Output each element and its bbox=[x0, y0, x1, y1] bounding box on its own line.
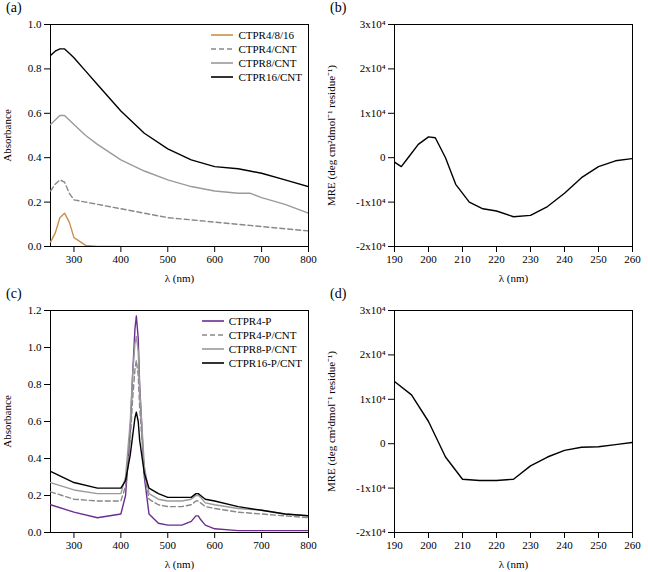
svg-text:800: 800 bbox=[300, 253, 317, 265]
svg-text:0.6: 0.6 bbox=[28, 107, 42, 119]
svg-text:MRE (deg cm²dmol⁻¹ residue⁻¹): MRE (deg cm²dmol⁻¹ residue⁻¹) bbox=[325, 351, 338, 492]
svg-text:300: 300 bbox=[66, 539, 83, 551]
svg-text:MRE (deg cm²dmol⁻¹ residue⁻¹): MRE (deg cm²dmol⁻¹ residue⁻¹) bbox=[325, 65, 338, 206]
html-text:CTPR16/CNT: CTPR16/CNT bbox=[238, 71, 302, 83]
svg-text:210: 210 bbox=[454, 539, 471, 551]
svg-text:500: 500 bbox=[160, 539, 177, 551]
svg-text:Absorbance: Absorbance bbox=[1, 109, 13, 162]
svg-text:240: 240 bbox=[556, 539, 573, 551]
svg-text:λ (nm): λ (nm) bbox=[499, 558, 529, 571]
svg-text:600: 600 bbox=[206, 539, 223, 551]
svg-text:0.8: 0.8 bbox=[28, 62, 42, 74]
svg-text:-1x10⁴: -1x10⁴ bbox=[356, 196, 386, 208]
svg-text:2x10⁴: 2x10⁴ bbox=[360, 348, 386, 360]
svg-text:0.6: 0.6 bbox=[28, 415, 42, 427]
svg-text:0.2: 0.2 bbox=[28, 489, 42, 501]
svg-text:400: 400 bbox=[113, 539, 130, 551]
svg-text:500: 500 bbox=[160, 253, 177, 265]
html-text:CTPR16-P/CNT: CTPR16-P/CNT bbox=[228, 357, 302, 369]
svg-text:λ (nm): λ (nm) bbox=[165, 558, 195, 571]
html-text:(b): (b) bbox=[330, 0, 347, 15]
svg-text:λ (nm): λ (nm) bbox=[165, 272, 195, 285]
html-text:CTPR4-P: CTPR4-P bbox=[228, 315, 272, 327]
svg-text:250: 250 bbox=[590, 253, 607, 265]
svg-text:260: 260 bbox=[624, 253, 641, 265]
svg-text:0.2: 0.2 bbox=[28, 196, 42, 208]
svg-text:260: 260 bbox=[624, 539, 641, 551]
svg-text:210: 210 bbox=[454, 253, 471, 265]
html-text:CTPR4/CNT: CTPR4/CNT bbox=[238, 43, 297, 55]
svg-text:-2x10⁴: -2x10⁴ bbox=[356, 240, 386, 252]
svg-text:220: 220 bbox=[488, 539, 505, 551]
svg-text:-2x10⁴: -2x10⁴ bbox=[356, 526, 386, 538]
svg-text:300: 300 bbox=[66, 253, 83, 265]
svg-text:1.0: 1.0 bbox=[28, 341, 42, 353]
svg-text:1.2: 1.2 bbox=[28, 304, 42, 316]
svg-text:230: 230 bbox=[522, 539, 539, 551]
svg-text:0: 0 bbox=[380, 437, 386, 449]
svg-text:-1x10⁴: -1x10⁴ bbox=[356, 482, 386, 494]
html-text:(a): (a) bbox=[6, 0, 22, 15]
html-text:CTPR8-P/CNT: CTPR8-P/CNT bbox=[228, 343, 297, 355]
svg-text:190: 190 bbox=[386, 253, 403, 265]
html-text:(c): (c) bbox=[6, 286, 22, 301]
svg-text:250: 250 bbox=[590, 539, 607, 551]
html-text:CTPR8/CNT: CTPR8/CNT bbox=[238, 57, 297, 69]
svg-text:240: 240 bbox=[556, 253, 573, 265]
svg-text:0.0: 0.0 bbox=[28, 526, 42, 538]
svg-text:700: 700 bbox=[253, 253, 270, 265]
svg-text:1x10⁴: 1x10⁴ bbox=[360, 107, 386, 119]
svg-text:200: 200 bbox=[420, 253, 437, 265]
svg-text:3x10⁴: 3x10⁴ bbox=[360, 18, 386, 30]
svg-text:220: 220 bbox=[488, 253, 505, 265]
svg-text:1.0: 1.0 bbox=[28, 18, 42, 30]
svg-text:0.4: 0.4 bbox=[28, 151, 42, 163]
svg-text:0.8: 0.8 bbox=[28, 378, 42, 390]
svg-text:190: 190 bbox=[386, 539, 403, 551]
html-text:CTPR4/8/16: CTPR4/8/16 bbox=[238, 29, 294, 41]
svg-text:600: 600 bbox=[206, 253, 223, 265]
svg-text:λ (nm): λ (nm) bbox=[499, 272, 529, 285]
svg-text:200: 200 bbox=[420, 539, 437, 551]
svg-text:800: 800 bbox=[300, 539, 317, 551]
svg-text:0.4: 0.4 bbox=[28, 452, 42, 464]
svg-text:2x10⁴: 2x10⁴ bbox=[360, 62, 386, 74]
svg-text:3x10⁴: 3x10⁴ bbox=[360, 304, 386, 316]
svg-text:230: 230 bbox=[522, 253, 539, 265]
html-text:(d): (d) bbox=[330, 286, 347, 301]
svg-text:Absorbance: Absorbance bbox=[1, 395, 13, 448]
svg-text:0: 0 bbox=[380, 151, 386, 163]
html-text:CTPR4-P/CNT: CTPR4-P/CNT bbox=[228, 329, 297, 341]
svg-text:1x10⁴: 1x10⁴ bbox=[360, 393, 386, 405]
svg-text:700: 700 bbox=[253, 539, 270, 551]
svg-text:0.0: 0.0 bbox=[28, 240, 42, 252]
svg-text:400: 400 bbox=[113, 253, 130, 265]
